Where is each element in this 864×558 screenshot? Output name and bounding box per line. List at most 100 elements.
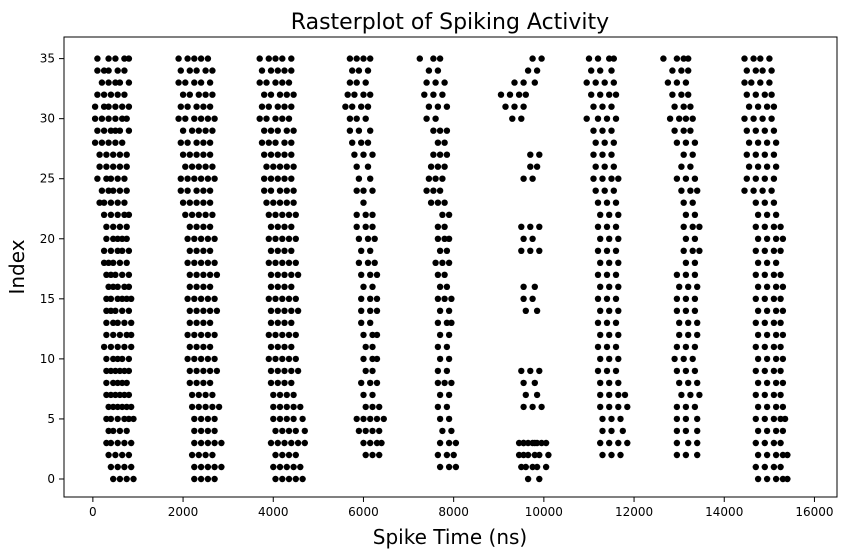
spike-point [367, 127, 374, 134]
spike-point [202, 403, 209, 411]
spike-point [448, 319, 455, 326]
spike-point [125, 127, 133, 134]
spike-point [772, 451, 780, 459]
spike-point [110, 283, 117, 290]
spike-point [761, 247, 768, 254]
spike-point [285, 331, 293, 339]
spike-point [279, 427, 286, 435]
spike-point [770, 439, 778, 447]
spike-point [195, 91, 202, 98]
spike-point [119, 103, 126, 110]
spike-point [445, 355, 453, 363]
spike-point [105, 55, 112, 62]
spike-point [689, 151, 696, 158]
spike-point [346, 127, 354, 134]
spike-point [123, 223, 130, 230]
spike-point [186, 379, 193, 387]
spike-point [274, 439, 281, 447]
spike-point [452, 439, 460, 447]
spike-point [292, 475, 299, 483]
spike-point [110, 163, 117, 170]
spike-point [206, 199, 214, 206]
spike-point [752, 127, 759, 134]
spike-point [288, 247, 295, 254]
spike-point [288, 175, 295, 182]
spike-point [288, 67, 295, 74]
spike-point [772, 307, 780, 314]
spike-point [272, 235, 279, 242]
spike-point [597, 259, 604, 266]
spike-point [678, 91, 685, 98]
spike-point [685, 331, 692, 339]
spike-point [685, 283, 692, 290]
spike-point [766, 79, 773, 86]
spike-point [676, 283, 683, 290]
spike-point [369, 331, 376, 339]
spike-point [682, 427, 690, 435]
spike-point [443, 247, 451, 254]
spike-point [434, 271, 442, 278]
spike-point [267, 379, 275, 387]
spike-point [103, 355, 110, 363]
spike-points [91, 55, 791, 483]
spike-point [103, 223, 110, 230]
spike-point [184, 187, 191, 194]
spike-point [193, 187, 200, 194]
spike-point [184, 103, 191, 110]
spike-point [263, 79, 270, 86]
spike-point [376, 403, 383, 411]
spike-point [267, 367, 275, 375]
spike-point [536, 367, 543, 375]
spike-point [694, 427, 701, 435]
spike-point [128, 343, 135, 351]
spike-point [603, 115, 611, 122]
spike-point [209, 163, 216, 170]
spike-point [197, 475, 205, 483]
spike-point [346, 55, 354, 62]
spike-point [671, 103, 678, 110]
spike-point [603, 367, 611, 375]
spike-point [290, 391, 297, 399]
y-axis-title: Index [5, 239, 29, 294]
spike-point [110, 331, 117, 339]
spike-point [761, 439, 768, 447]
spike-point [184, 331, 191, 339]
spike-point [98, 187, 106, 194]
spike-point [770, 391, 778, 399]
spike-point [529, 55, 536, 62]
spike-point [439, 91, 446, 98]
spike-point [520, 379, 527, 387]
spike-point [358, 247, 365, 254]
spike-point [274, 67, 281, 74]
spike-point [281, 283, 288, 290]
spike-point [518, 463, 525, 471]
spike-point [351, 151, 358, 158]
spike-point [502, 103, 509, 110]
spike-point [195, 127, 202, 134]
spike-point [349, 103, 356, 110]
spike-point [188, 163, 196, 170]
spike-point [110, 427, 117, 435]
spike-point [191, 415, 198, 423]
spike-point [281, 175, 288, 182]
spike-point [197, 463, 205, 471]
y-tick-label: 15 [40, 292, 55, 306]
spike-point [206, 283, 214, 290]
spike-point [680, 355, 687, 363]
spike-point [691, 307, 699, 314]
spike-point [529, 463, 536, 471]
spike-point [206, 271, 214, 278]
spike-point [114, 67, 121, 74]
spike-point [297, 463, 304, 471]
spike-point [116, 79, 124, 86]
spike-point [434, 235, 442, 242]
spike-point [265, 139, 272, 146]
spike-point [612, 115, 620, 122]
spike-point [761, 391, 768, 399]
spike-point [615, 379, 622, 387]
spike-point [689, 355, 696, 363]
spike-point [211, 355, 218, 363]
spike-point [283, 187, 290, 194]
spike-point [362, 367, 369, 375]
y-tick-label: 5 [47, 412, 55, 426]
